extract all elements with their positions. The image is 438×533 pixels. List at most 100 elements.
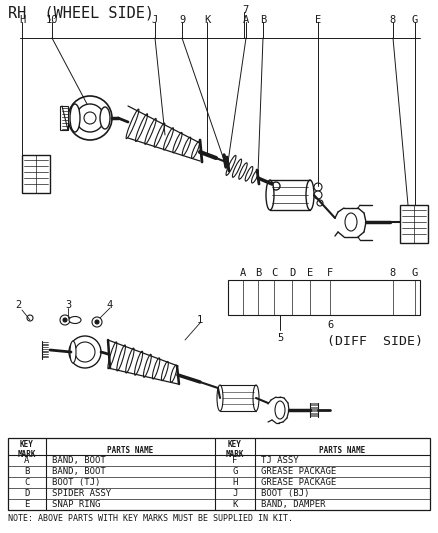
Text: KEY
MARK: KEY MARK [18, 440, 36, 459]
Circle shape [63, 318, 67, 322]
Text: B: B [255, 268, 261, 278]
Bar [60, 106, 68, 130]
Ellipse shape [233, 159, 242, 177]
Text: 7: 7 [242, 5, 248, 15]
Circle shape [92, 317, 102, 327]
Text: 4: 4 [107, 300, 113, 310]
Text: E: E [307, 268, 313, 278]
Ellipse shape [275, 401, 285, 419]
Bar [8, 438, 430, 510]
Text: KEY
MARK: KEY MARK [226, 440, 244, 459]
Ellipse shape [163, 128, 173, 150]
Ellipse shape [126, 109, 139, 139]
Circle shape [95, 320, 99, 324]
Ellipse shape [117, 345, 125, 371]
Text: 10: 10 [46, 15, 58, 25]
Circle shape [75, 342, 95, 362]
Ellipse shape [143, 354, 151, 377]
Ellipse shape [126, 348, 134, 373]
Bar [228, 280, 420, 315]
Ellipse shape [245, 166, 253, 181]
Text: 8: 8 [390, 15, 396, 25]
Ellipse shape [134, 351, 143, 375]
Text: H: H [19, 15, 25, 25]
Ellipse shape [173, 132, 182, 153]
Circle shape [69, 336, 101, 368]
Text: 8: 8 [390, 268, 396, 278]
Text: SNAP RING: SNAP RING [52, 500, 100, 509]
Circle shape [314, 183, 322, 191]
Text: C: C [271, 268, 277, 278]
Text: B: B [260, 15, 266, 25]
Text: A: A [243, 15, 249, 25]
Text: C: C [25, 478, 30, 487]
Circle shape [314, 191, 322, 199]
Text: BAND, BOOT: BAND, BOOT [52, 456, 106, 465]
Text: PARTS NAME: PARTS NAME [319, 446, 366, 455]
Ellipse shape [154, 123, 165, 147]
Ellipse shape [70, 104, 80, 132]
Text: GREASE PACKAGE: GREASE PACKAGE [261, 467, 336, 476]
Text: G: G [412, 268, 418, 278]
Text: K: K [204, 15, 210, 25]
Text: K: K [232, 500, 238, 509]
Circle shape [272, 182, 280, 190]
Circle shape [84, 112, 96, 124]
Ellipse shape [135, 114, 148, 141]
Text: J: J [152, 15, 158, 25]
Ellipse shape [266, 180, 274, 210]
Text: J: J [232, 489, 238, 498]
Circle shape [76, 104, 104, 132]
Text: 6: 6 [327, 320, 333, 330]
Text: D: D [25, 489, 30, 498]
Text: NOTE: ABOVE PARTS WITH KEY MARKS MUST BE SUPPLIED IN KIT.: NOTE: ABOVE PARTS WITH KEY MARKS MUST BE… [8, 514, 293, 523]
Text: BOOT (BJ): BOOT (BJ) [261, 489, 309, 498]
Ellipse shape [162, 361, 168, 381]
Text: H: H [232, 478, 238, 487]
Ellipse shape [253, 385, 259, 411]
Text: E: E [315, 15, 321, 25]
Ellipse shape [145, 118, 156, 144]
Ellipse shape [170, 365, 177, 382]
Ellipse shape [182, 137, 191, 156]
Ellipse shape [345, 213, 357, 231]
Text: (DIFF  SIDE): (DIFF SIDE) [327, 335, 423, 348]
Text: RH  (WHEEL SIDE): RH (WHEEL SIDE) [8, 5, 154, 20]
Text: 5: 5 [277, 333, 283, 343]
Ellipse shape [152, 358, 160, 379]
Ellipse shape [226, 156, 236, 175]
Text: F: F [327, 268, 333, 278]
Text: F: F [232, 456, 238, 465]
Text: A: A [240, 268, 246, 278]
Text: G: G [412, 15, 418, 25]
Ellipse shape [239, 163, 247, 179]
Text: BOOT (TJ): BOOT (TJ) [52, 478, 100, 487]
Circle shape [27, 315, 33, 321]
Text: E: E [25, 500, 30, 509]
Text: 3: 3 [65, 300, 71, 310]
Ellipse shape [69, 317, 81, 324]
Text: PARTS NAME: PARTS NAME [107, 446, 154, 455]
Text: BAND, BOOT: BAND, BOOT [52, 467, 106, 476]
Text: G: G [232, 467, 238, 476]
Text: BAND, DAMPER: BAND, DAMPER [261, 500, 325, 509]
Circle shape [317, 200, 323, 206]
Text: A: A [25, 456, 30, 465]
Ellipse shape [70, 341, 76, 363]
Text: TJ ASSY: TJ ASSY [261, 456, 299, 465]
Text: B: B [25, 467, 30, 476]
Text: SPIDER ASSY: SPIDER ASSY [52, 489, 111, 498]
Text: GREASE PACKAGE: GREASE PACKAGE [261, 478, 336, 487]
Text: 2: 2 [15, 300, 21, 310]
Ellipse shape [306, 180, 314, 210]
Ellipse shape [251, 170, 258, 183]
Text: 1: 1 [197, 315, 203, 325]
Ellipse shape [108, 342, 117, 369]
Text: 9: 9 [179, 15, 185, 25]
Ellipse shape [100, 107, 110, 129]
Text: D: D [289, 268, 295, 278]
Circle shape [60, 315, 70, 325]
Ellipse shape [217, 385, 223, 411]
Circle shape [68, 96, 112, 140]
Ellipse shape [191, 142, 199, 158]
